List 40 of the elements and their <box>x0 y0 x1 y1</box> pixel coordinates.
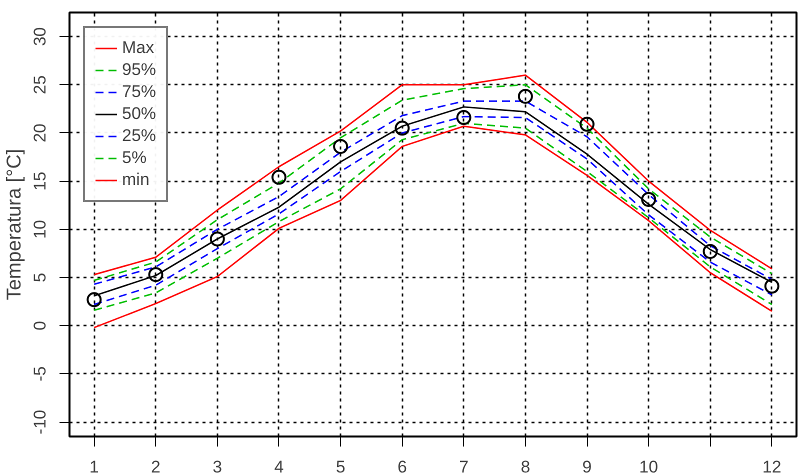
point <box>764 278 780 294</box>
legend-label: 95% <box>122 60 156 80</box>
point <box>333 138 348 154</box>
point <box>641 192 656 207</box>
y-tick-label: 0 <box>30 320 50 330</box>
point <box>456 110 472 126</box>
point <box>702 244 718 259</box>
y-tick-label: 30 <box>30 27 50 46</box>
point <box>518 88 533 104</box>
legend-label: Max <box>122 38 154 58</box>
y-tick-label: -10 <box>30 410 50 434</box>
x-tick-label: 1 <box>89 458 99 475</box>
legend-label: 25% <box>122 126 156 146</box>
x-tick-label: 8 <box>520 458 530 475</box>
point <box>580 116 595 132</box>
y-axis-title: Temperatura [°C] <box>4 148 26 300</box>
x-tick-label: 7 <box>459 458 469 475</box>
y-tick-label: 10 <box>30 220 50 239</box>
point <box>210 231 225 246</box>
legend-label: 50% <box>122 104 156 124</box>
y-tick-label: 15 <box>30 172 50 191</box>
x-tick-label: 4 <box>274 458 284 475</box>
x-tick-label: 10 <box>639 458 658 475</box>
y-tick-label: -5 <box>30 366 50 382</box>
x-tick-label: 9 <box>582 458 592 475</box>
x-tick-label: 12 <box>762 458 782 475</box>
y-tick-label: 20 <box>30 123 50 142</box>
x-tick-label: 5 <box>336 458 346 475</box>
y-tick-label: 5 <box>30 272 50 282</box>
y-tick-label: 25 <box>30 75 50 94</box>
point <box>148 267 164 282</box>
point <box>394 120 410 136</box>
x-tick-label: 2 <box>151 458 160 475</box>
x-tick-label: 6 <box>397 458 407 475</box>
legend-label: min <box>122 170 150 190</box>
legend-label: 75% <box>122 82 156 102</box>
point <box>86 292 102 308</box>
legend-label: 5% <box>122 148 147 168</box>
point <box>271 170 286 185</box>
x-tick-label: 3 <box>212 458 222 475</box>
